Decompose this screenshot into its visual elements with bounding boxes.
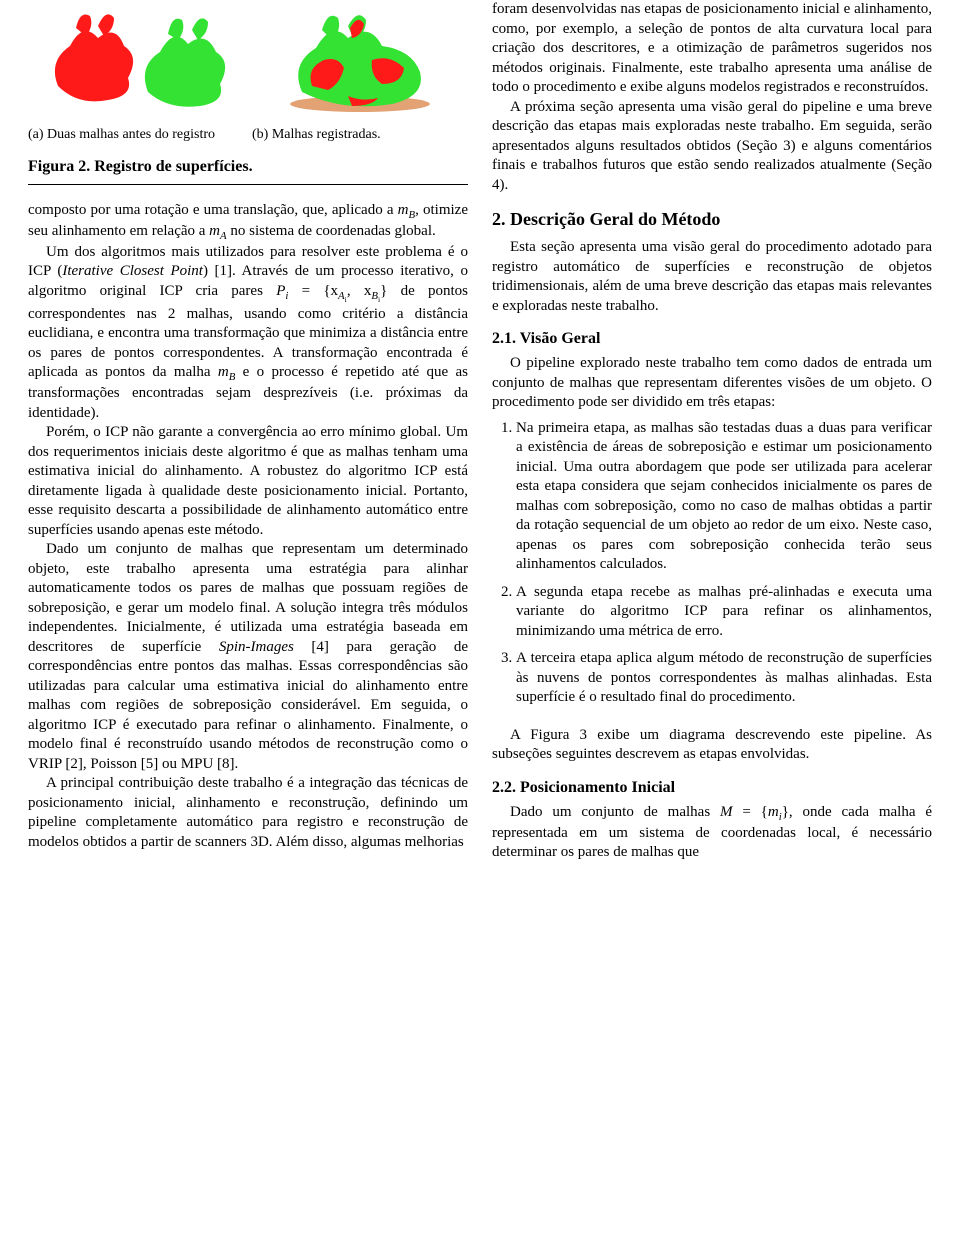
- figure-2: (a) Duas malhas antes do registro (b) Ma…: [28, 6, 468, 185]
- figure-2b-caption: (b) Malhas registradas.: [252, 126, 466, 144]
- right-column: foram desenvolvidas nas etapas de posici…: [492, 0, 932, 1234]
- math-Ai: Ai: [338, 290, 347, 302]
- text: no sistema de coordenadas global.: [227, 223, 436, 239]
- left-column: (a) Duas malhas antes do registro (b) Ma…: [28, 0, 468, 1234]
- text: [4] para geração de correspondências ent…: [28, 639, 468, 772]
- figure-2-captions: (a) Duas malhas antes do registro (b) Ma…: [28, 126, 468, 144]
- left-p4: Dado um conjunto de malhas que represent…: [28, 540, 468, 774]
- text: composto por uma rotação e uma translaçã…: [28, 202, 398, 218]
- math-M: M: [720, 804, 733, 820]
- step-1: Na primeira etapa, as malhas são testada…: [516, 419, 932, 575]
- text: , x: [347, 283, 372, 299]
- figure-2a-image: [28, 6, 242, 120]
- figure-2-title: Figura 2. Registro de superfícies.: [28, 158, 468, 176]
- math-Bi: Bi: [371, 290, 380, 302]
- step-2: A segunda etapa recebe as malhas pré-ali…: [516, 583, 932, 642]
- math-mA: mA: [209, 223, 226, 239]
- sec21-p1: O pipeline explorado neste trabalho tem …: [492, 354, 932, 413]
- math-mB2: mB: [218, 364, 235, 380]
- sec2-p1: Esta seção apresenta uma visão geral do …: [492, 238, 932, 316]
- em-spinimages: Spin-Images: [219, 639, 294, 655]
- text: Dado um conjunto de malhas: [510, 804, 720, 820]
- left-p2: Um dos algoritmos mais utilizados para r…: [28, 243, 468, 424]
- page: (a) Duas malhas antes do registro (b) Ma…: [0, 0, 960, 1234]
- sec22-p1: Dado um conjunto de malhas M = {mi}, ond…: [492, 803, 932, 863]
- step-3: A terceira etapa aplica algum método de …: [516, 649, 932, 708]
- section-2-title: 2. Descrição Geral do Método: [492, 209, 932, 230]
- section-2-1-title: 2.1. Visão Geral: [492, 330, 932, 348]
- figure-2b-image: [252, 6, 466, 120]
- math-Pi: Pi: [276, 283, 288, 299]
- left-p1: composto por uma rotação e uma translaçã…: [28, 201, 468, 243]
- figure-2-images: [28, 6, 468, 120]
- left-p5: A principal contribuição deste trabalho …: [28, 774, 468, 852]
- right-p2: A próxima seção apresenta uma visão gera…: [492, 98, 932, 196]
- sec21-p2: A Figura 3 exibe um diagrama descrevendo…: [492, 726, 932, 765]
- text: = {: [733, 804, 768, 820]
- text: Dado um conjunto de malhas que represent…: [28, 541, 468, 655]
- right-p1: foram desenvolvidas nas etapas de posici…: [492, 0, 932, 98]
- math-mB: mB: [398, 202, 415, 218]
- em-icp: Iterative Closest Point: [62, 263, 203, 279]
- figure-2a-caption: (a) Duas malhas antes do registro: [28, 126, 242, 144]
- steps-list: Na primeira etapa, as malhas são testada…: [492, 419, 932, 708]
- math-mi: mi: [768, 804, 782, 820]
- section-2-2-title: 2.2. Posicionamento Inicial: [492, 779, 932, 797]
- left-p3: Porém, o ICP não garante a convergência …: [28, 423, 468, 540]
- text: }: [782, 804, 789, 820]
- text: = {x: [288, 283, 338, 299]
